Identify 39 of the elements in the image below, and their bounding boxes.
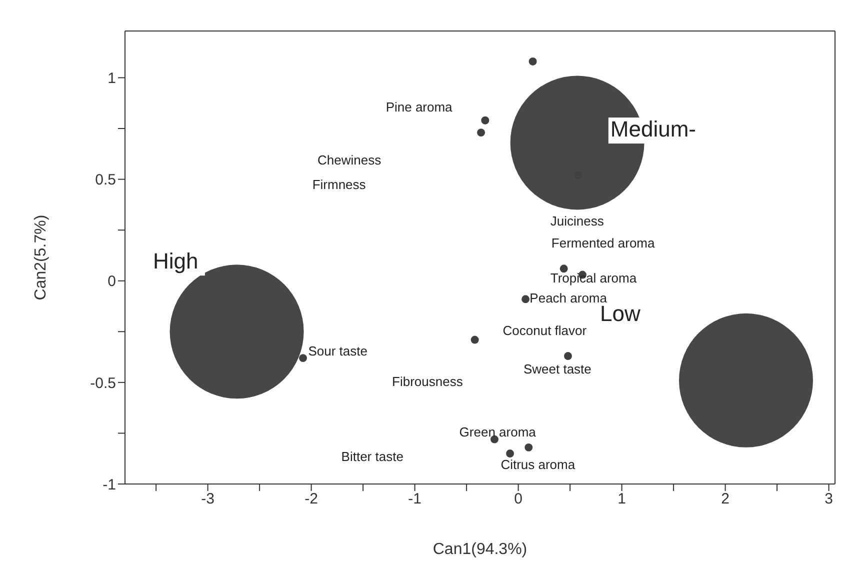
point	[524, 443, 533, 452]
annotation: Coconut flavor	[502, 323, 588, 338]
annotation: Firmness	[312, 176, 366, 192]
y-tick-label: -0.5	[90, 374, 116, 392]
annotation: High	[152, 248, 198, 274]
annotation: Sour taste	[308, 343, 368, 358]
x-tick-label: 0	[514, 490, 522, 508]
point	[560, 264, 568, 273]
y-axis-title: Can2(5.7%)	[32, 214, 50, 300]
annotation: Juiciness	[550, 213, 604, 228]
point	[522, 295, 530, 304]
annotation: Fermented aroma	[551, 236, 656, 251]
annotation: Bitter taste	[341, 449, 404, 464]
x-tick-label: -2	[304, 490, 318, 508]
x-tick-label: -3	[201, 490, 214, 508]
point	[470, 336, 479, 344]
point	[299, 354, 308, 362]
x-tick-label: 3	[824, 490, 833, 508]
x-axis-title: Can1(94.3%)	[432, 541, 528, 558]
y-tick-label: 0.5	[95, 172, 116, 189]
point	[481, 116, 490, 124]
x-tick-label: 2	[721, 490, 730, 508]
annotation: Low	[600, 301, 641, 326]
point	[528, 57, 537, 66]
annotation: Pine aroma	[386, 100, 454, 115]
annotation: Green aroma	[459, 424, 537, 440]
point	[564, 352, 572, 360]
point	[506, 450, 514, 458]
annotation: Medium-	[610, 116, 696, 142]
y-tick-label: -1	[102, 476, 116, 494]
point	[477, 128, 486, 137]
y-tick-label: 1	[108, 70, 116, 88]
y-tick-label: 0	[108, 273, 116, 290]
annotation: Fibrousness	[392, 374, 464, 389]
annotation: Sweet taste	[523, 362, 592, 377]
x-tick-label: 1	[618, 490, 626, 508]
annotation: Chewiness	[318, 152, 382, 168]
x-tick-label: -1	[408, 490, 422, 508]
annotation: Citrus aroma	[500, 457, 576, 472]
